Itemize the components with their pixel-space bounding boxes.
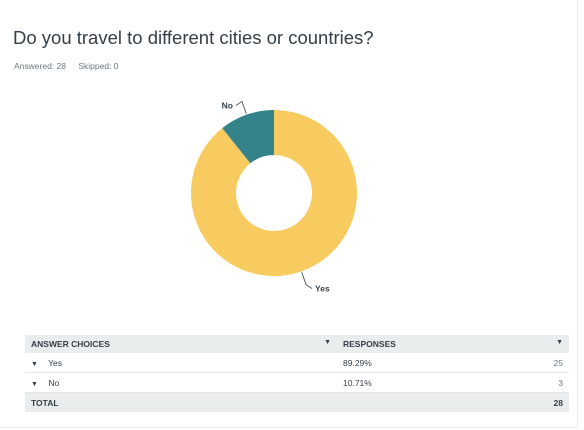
table-row: ▼ No 10.71% 3 [25,372,569,393]
slice-label-no: No [222,100,233,110]
header-answer-choices-label: ANSWER CHOICES [31,339,110,349]
header-responses[interactable]: RESPONSES ▼ [337,335,569,353]
response-stats: Answered: 28 Skipped: 0 [14,61,129,71]
donut-slice-no[interactable] [222,110,274,164]
expand-caret-icon[interactable]: ▼ [31,380,38,388]
donut-labels: Yes No [222,100,330,293]
response-count: 25 [539,353,569,373]
table-row: ▼ Yes 89.29% 25 [25,353,569,373]
question-title: Do you travel to different cities or cou… [13,27,374,48]
answer-choice-cell[interactable]: ▼ No [25,372,337,393]
response-count: 3 [539,372,569,393]
answered-count: Answered: 28 [14,61,66,71]
summary-table: ANSWER CHOICES ▼ RESPONSES ▼ ▼ Yes 89.29… [25,335,569,412]
leader-line-yes [301,272,313,289]
skipped-count: Skipped: 0 [78,61,119,71]
leader-line-no [235,100,247,114]
expand-caret-icon[interactable]: ▼ [31,360,38,368]
header-responses-label: RESPONSES [343,339,396,349]
answer-choice-label: Yes [48,357,63,368]
response-percent: 89.29% [337,353,539,373]
total-spacer [337,392,539,412]
answer-choice-cell[interactable]: ▼ Yes [25,353,337,373]
slice-label-yes: Yes [315,284,330,294]
total-count: 28 [539,392,569,412]
donut-slices [191,110,357,276]
sort-down-icon[interactable]: ▼ [556,339,563,346]
response-percent: 10.71% [337,372,539,393]
sort-down-icon[interactable]: ▼ [324,339,331,346]
donut-chart: Yes No [191,100,357,294]
total-label: TOTAL [25,392,337,412]
answer-choice-label: No [48,377,60,388]
total-row: TOTAL 28 [25,392,569,412]
header-answer-choices[interactable]: ANSWER CHOICES ▼ [25,335,337,353]
donut-slice-yes[interactable] [191,110,357,276]
